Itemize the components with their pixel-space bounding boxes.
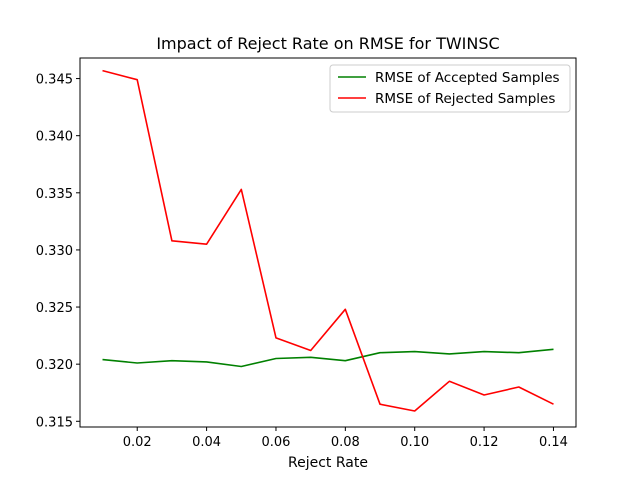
legend: RMSE of Accepted Samples RMSE of Rejected… bbox=[329, 64, 571, 113]
y-tick-label: 0.330 bbox=[36, 244, 73, 259]
x-tick-label: 0.02 bbox=[123, 435, 152, 450]
legend-box bbox=[329, 64, 571, 113]
x-tick-label: 0.06 bbox=[261, 435, 290, 450]
y-tick-label: 0.345 bbox=[36, 73, 73, 88]
y-tick-label: 0.335 bbox=[36, 187, 73, 202]
series-line-accepted bbox=[102, 348, 554, 368]
legend-entry: RMSE of Rejected Samples bbox=[375, 91, 555, 107]
axes-frame bbox=[79, 57, 577, 428]
chart-title: Impact of Reject Rate on RMSE for TWINSC bbox=[156, 34, 499, 53]
plot-area bbox=[102, 69, 554, 412]
y-tick-label: 0.315 bbox=[36, 415, 73, 430]
y-tick-label: 0.325 bbox=[36, 301, 73, 316]
x-axis-label: Reject Rate bbox=[288, 455, 368, 471]
y-axis: 0.315 0.320 0.325 0.330 0.335 0.340 0.345 bbox=[36, 73, 80, 430]
x-tick-label: 0.04 bbox=[192, 435, 221, 450]
y-tick-label: 0.320 bbox=[36, 358, 73, 373]
x-tick-label: 0.12 bbox=[470, 435, 499, 450]
x-tick-label: 0.14 bbox=[539, 435, 568, 450]
y-tick-label: 0.340 bbox=[36, 130, 73, 145]
x-axis: 0.02 0.04 0.06 0.08 0.10 0.12 0.14 bbox=[123, 427, 568, 450]
x-tick-label: 0.08 bbox=[331, 435, 360, 450]
legend-entry: RMSE of Accepted Samples bbox=[375, 70, 560, 86]
x-tick-label: 0.10 bbox=[400, 435, 429, 450]
series-line-rejected bbox=[102, 69, 554, 412]
